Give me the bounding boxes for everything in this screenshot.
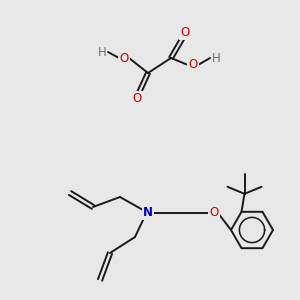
Text: O: O	[132, 92, 142, 104]
Text: H: H	[98, 46, 106, 59]
Text: O: O	[188, 58, 198, 71]
Text: N: N	[143, 206, 153, 220]
Text: O: O	[180, 26, 190, 40]
Text: H: H	[212, 52, 220, 64]
Text: O: O	[119, 52, 129, 64]
Text: O: O	[209, 206, 219, 220]
